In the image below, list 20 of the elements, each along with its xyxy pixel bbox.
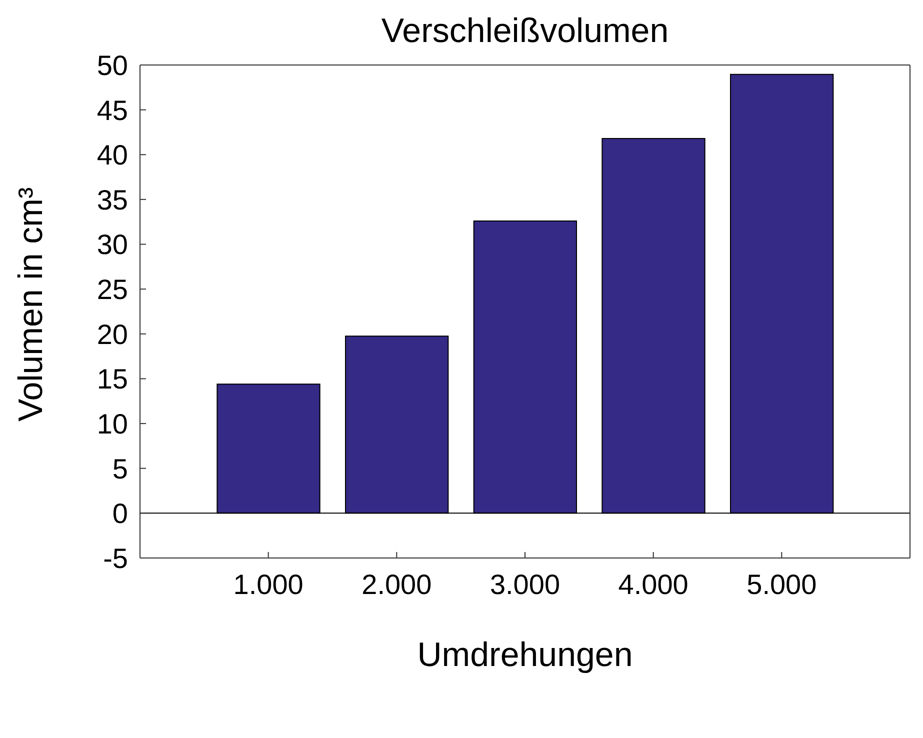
y-tick-label: 40 <box>96 140 128 171</box>
x-tick-label: 5.000 <box>746 568 817 600</box>
x-tick-label: 4.000 <box>618 568 688 600</box>
y-tick-label: 5 <box>112 453 128 484</box>
y-tick-label: 25 <box>96 274 128 306</box>
y-tick-label: 30 <box>96 229 128 260</box>
y-tick-label: 10 <box>96 408 128 440</box>
y-tick-label: 15 <box>96 364 128 395</box>
x-tick-label: 1.000 <box>233 568 304 600</box>
x-tick-label: 3.000 <box>490 568 560 600</box>
x-tick-label: 2.000 <box>362 568 432 600</box>
y-tick-label: 0 <box>112 498 128 530</box>
chart-title: Verschleißvolumen <box>380 12 670 51</box>
y-tick-label: 50 <box>96 50 128 81</box>
y-axis-title: Volumen in cm³ <box>12 187 50 422</box>
y-tick-label: -5 <box>103 542 128 574</box>
y-tick-label: 20 <box>96 318 128 350</box>
y-tick-label: 35 <box>96 184 128 216</box>
x-axis-title: Umdrehungen <box>417 636 633 674</box>
y-tick-label: 45 <box>96 94 128 126</box>
